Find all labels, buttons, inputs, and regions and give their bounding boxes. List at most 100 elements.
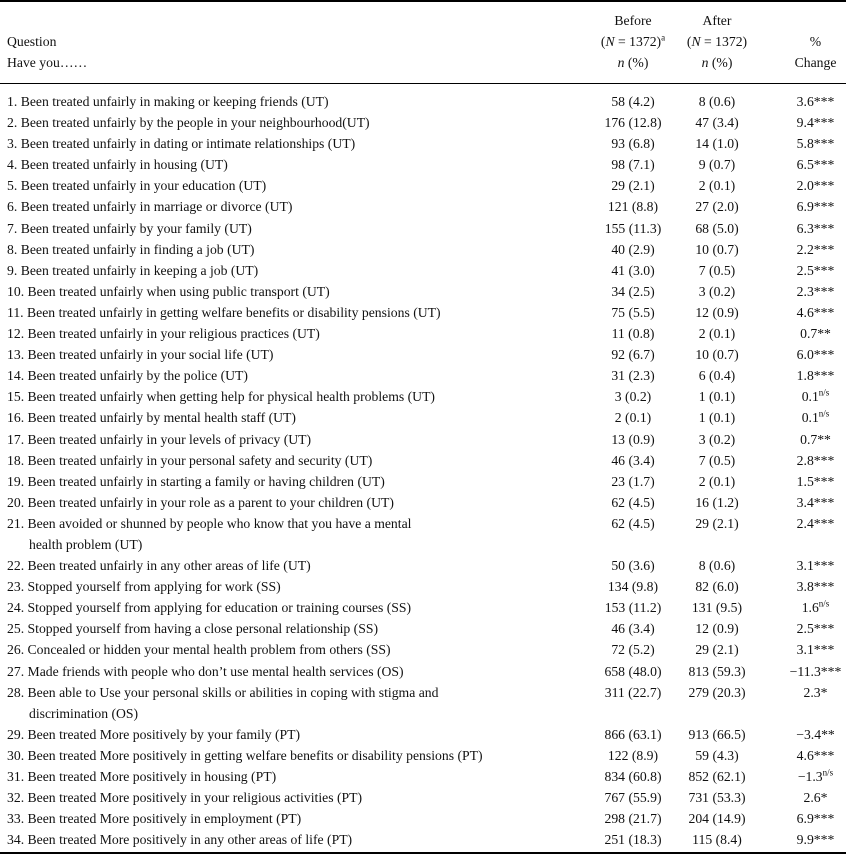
after-cell: 3 (0.2) xyxy=(698,283,736,299)
change-value: 6.0*** xyxy=(796,347,835,363)
question-cell: 34. Been treated More positively in any … xyxy=(0,829,585,850)
change-cell: −1.3n/s xyxy=(753,766,846,787)
change-cell: 1.5*** xyxy=(753,471,846,492)
question-cell: 17. Been treated unfairly in your levels… xyxy=(0,429,585,450)
question-cell: 22. Been treated unfairly in any other a… xyxy=(0,555,585,576)
table-row: 8. Been treated unfairly in finding a jo… xyxy=(0,239,846,260)
header-after-title: After xyxy=(702,13,732,28)
question-text: 14. Been treated unfairly by the police … xyxy=(7,368,248,384)
significance-marker: n/s xyxy=(822,767,834,778)
table-row: 21. Been avoided or shunned by people wh… xyxy=(0,513,846,555)
before-cell: 658 (48.0) xyxy=(604,663,662,679)
question-text: 17. Been treated unfairly in your levels… xyxy=(7,431,312,447)
change-cell: −11.3*** xyxy=(753,661,846,682)
after-cell: 3 (0.2) xyxy=(698,431,736,447)
after-cell: 29 (2.1) xyxy=(695,515,739,531)
before-cell: 50 (3.6) xyxy=(611,558,655,574)
n-lower-symbol: n xyxy=(617,55,625,70)
question-cell: 12. Been treated unfairly in your religi… xyxy=(0,323,585,344)
before-cell: 34 (2.5) xyxy=(611,283,655,299)
question-text: 1. Been treated unfairly in making or ke… xyxy=(7,94,329,109)
after-cell: 29 (2.1) xyxy=(695,642,739,658)
question-cell: 3. Been treated unfairly in dating or in… xyxy=(0,133,585,154)
question-cell: 15. Been treated unfairly when getting h… xyxy=(0,386,585,407)
percent-label: (%) xyxy=(624,55,649,70)
n-value: = 1372) xyxy=(700,34,748,49)
change-value: −1.3 xyxy=(797,769,823,784)
change-value: 2.5*** xyxy=(796,262,835,278)
before-cell: 2 (0.1) xyxy=(614,410,652,426)
table-row: 14. Been treated unfairly by the police … xyxy=(0,365,846,386)
before-cell: 13 (0.9) xyxy=(611,431,655,447)
after-cell: 10 (0.7) xyxy=(695,241,739,257)
table-row: 22. Been treated unfairly in any other a… xyxy=(0,555,846,576)
before-cell: 767 (55.9) xyxy=(604,790,662,806)
question-cell: 7. Been treated unfairly by your family … xyxy=(0,218,585,239)
change-cell: 0.7** xyxy=(753,323,846,344)
question-cell: 18. Been treated unfairly in your person… xyxy=(0,450,585,471)
question-text: 3. Been treated unfairly in dating or in… xyxy=(7,136,356,152)
before-cell: 46 (3.4) xyxy=(611,621,655,637)
question-cell: 5. Been treated unfairly in your educati… xyxy=(0,175,585,196)
table-row: 11. Been treated unfairly in getting wel… xyxy=(0,302,846,323)
before-cell: 75 (5.5) xyxy=(611,304,655,320)
change-cell: 3.8*** xyxy=(753,576,846,597)
after-cell: 7 (0.5) xyxy=(698,262,736,278)
table-row: 32. Been treated More positively in your… xyxy=(0,787,846,808)
before-cell: 40 (2.9) xyxy=(611,241,655,257)
table-row: 23. Stopped yourself from applying for w… xyxy=(0,576,846,597)
question-text: 24. Stopped yourself from applying for e… xyxy=(7,600,412,616)
after-cell: 2 (0.1) xyxy=(698,473,736,489)
after-cell: 813 (59.3) xyxy=(688,663,746,679)
change-value: 3.6*** xyxy=(796,94,835,109)
change-value: 3.1*** xyxy=(796,558,835,574)
after-cell: 9 (0.7) xyxy=(698,157,736,173)
table-header: Question Have you…… Before (N = 1372)a n… xyxy=(0,2,846,84)
change-value: 4.6*** xyxy=(796,747,835,763)
question-text: 9. Been treated unfairly in keeping a jo… xyxy=(7,262,259,278)
question-text: 13. Been treated unfairly in your social… xyxy=(7,347,274,363)
question-cell: 27. Made friends with people who don’t u… xyxy=(0,661,585,682)
change-cell: 2.0*** xyxy=(753,175,846,196)
change-value: −11.3*** xyxy=(789,663,842,679)
table-row: 28. Been able to Use your personal skill… xyxy=(0,682,846,724)
table-row: 31. Been treated More positively in hous… xyxy=(0,766,846,787)
before-cell: 93 (6.8) xyxy=(611,136,655,152)
question-cell: 6. Been treated unfairly in marriage or … xyxy=(0,196,585,217)
table-row: 29. Been treated More positively by your… xyxy=(0,724,846,745)
header-after-stat: n (%) xyxy=(681,52,753,73)
n-value: = 1372) xyxy=(614,34,662,49)
change-cell: 2.5*** xyxy=(753,618,846,639)
question-cell: 2. Been treated unfairly by the people i… xyxy=(0,112,585,133)
change-cell: 2.2*** xyxy=(753,239,846,260)
question-cell: 13. Been treated unfairly in your social… xyxy=(0,344,585,365)
change-cell: 3.1*** xyxy=(753,639,846,660)
change-value: 0.7** xyxy=(800,431,831,447)
question-cell: 1. Been treated unfairly in making or ke… xyxy=(0,91,585,112)
change-value: 0.7** xyxy=(800,326,831,342)
table-row: 20. Been treated unfairly in your role a… xyxy=(0,492,846,513)
significance-marker: n/s xyxy=(818,408,830,419)
change-cell: 6.9*** xyxy=(753,196,846,217)
question-text: 22. Been treated unfairly in any other a… xyxy=(7,558,311,574)
change-value: 9.4*** xyxy=(796,115,835,131)
table-row: 12. Been treated unfairly in your religi… xyxy=(0,323,846,344)
after-cell: 14 (1.0) xyxy=(695,136,739,152)
question-text: 19. Been treated unfairly in starting a … xyxy=(7,473,385,489)
question-cell: 32. Been treated More positively in your… xyxy=(0,787,585,808)
header-after-col: After (N = 1372) n (%) xyxy=(681,10,753,73)
question-text: 30. Been treated More positively in gett… xyxy=(7,747,483,763)
before-cell: 92 (6.7) xyxy=(611,347,655,363)
table-body: 1. Been treated unfairly in making or ke… xyxy=(0,84,846,850)
table-row: 1. Been treated unfairly in making or ke… xyxy=(0,91,846,112)
after-cell: 115 (8.4) xyxy=(692,832,742,848)
change-cell: 2.5*** xyxy=(753,260,846,281)
header-change-col: % Change xyxy=(753,31,846,73)
after-cell: 279 (20.3) xyxy=(688,684,746,700)
header-change-label: Change xyxy=(794,55,837,70)
after-cell: 731 (53.3) xyxy=(688,790,746,806)
paren-open: ( xyxy=(600,34,606,49)
change-value: 2.2*** xyxy=(796,241,835,257)
change-value: 6.3*** xyxy=(796,220,835,236)
change-cell: 6.3*** xyxy=(753,218,846,239)
